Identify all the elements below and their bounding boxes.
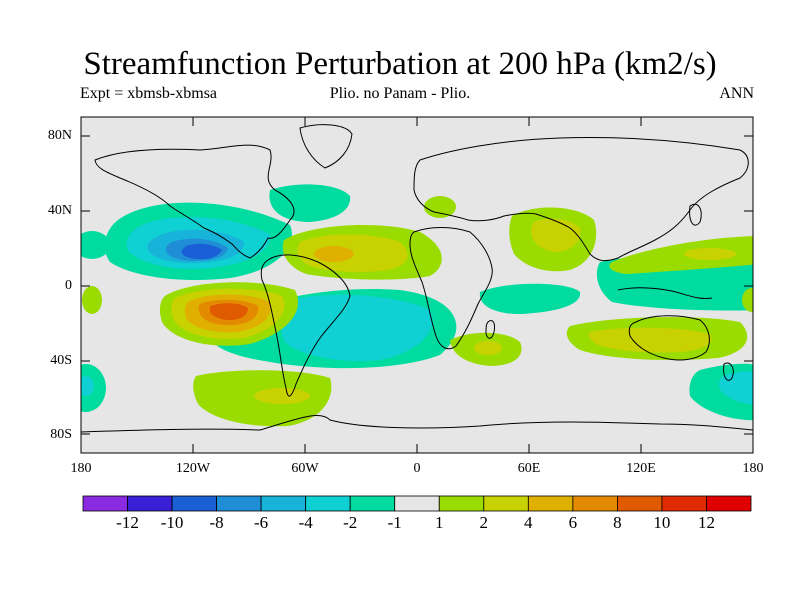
chart-title: Streamfunction Perturbation at 200 hPa (…: [83, 46, 717, 82]
colorbar-box: [706, 495, 752, 512]
colorbar-box: [483, 495, 529, 512]
contour-pos-2-sopac: [254, 388, 310, 404]
coast-north-america: [94, 144, 295, 259]
y-tick-label: 40S: [50, 353, 72, 368]
colorbar-box: [82, 495, 128, 512]
contour-neg-2-so-w: [81, 376, 94, 396]
contour-neg-2-so-e: [719, 371, 753, 405]
contour-pos-2-saf: [474, 341, 502, 355]
experiment-label: Expt = xbmsb-xbmsa: [80, 85, 218, 102]
contour-pos-1-eu: [424, 196, 456, 218]
contour-neg-1-sio: [479, 283, 581, 314]
colorbar-tick-label: 12: [698, 513, 715, 532]
colorbar-box: [349, 495, 396, 512]
colorbar-tick-label: 6: [568, 513, 578, 532]
colorbar-box: [305, 495, 351, 512]
contour-fill-layer: [81, 184, 753, 427]
contour-neg-1-wpac: [81, 231, 110, 259]
colorbar-box: [617, 495, 663, 512]
contour-pos-1-wpn: [609, 236, 753, 274]
colorbar-box: [661, 495, 707, 512]
colorbar-tick-label: -8: [209, 513, 224, 532]
colorbar-box: [438, 495, 485, 512]
y-tick-label: 80S: [50, 427, 72, 442]
x-tick-label: 0: [413, 461, 421, 476]
contour-pos-1-eedge: [742, 288, 753, 312]
case-label: Plio. no Panam - Plio.: [329, 85, 471, 102]
colorbar-tick-label: -4: [298, 513, 313, 532]
contour-pos-2-aus: [588, 327, 712, 353]
x-tick-label: 180: [742, 461, 764, 476]
coast-antarctica: [81, 414, 753, 433]
colorbar: [82, 495, 752, 512]
coastlines: [81, 124, 753, 433]
colorbar-tick-label: -12: [116, 513, 139, 532]
colorbar-box: [127, 495, 173, 512]
colorbar-box: [171, 495, 218, 512]
coast-south-america: [260, 254, 351, 397]
season-label: ANN: [719, 85, 754, 102]
axis-ticks: [81, 117, 753, 453]
colorbar-tick-label: -6: [254, 513, 269, 532]
colorbar-tick-label: 1: [435, 513, 444, 532]
coast-japan: [689, 203, 702, 226]
coast-new-zealand: [723, 362, 734, 381]
colorbar-tick-label: -1: [387, 513, 402, 532]
x-tick-label: 120W: [175, 461, 211, 476]
colorbar-tick-label: 8: [613, 513, 622, 532]
coast-eurasia: [413, 137, 749, 262]
contour-pos-1-wedge: [82, 286, 102, 314]
colorbar-box: [527, 495, 574, 512]
y-tick-label: 40N: [47, 203, 72, 218]
colorbar-tick-label: 4: [524, 513, 533, 532]
colorbar-tick-label: -10: [160, 513, 184, 532]
contour-neg-2-satl: [280, 294, 433, 362]
coast-madagascar: [485, 319, 495, 339]
x-tick-label: 60E: [517, 461, 541, 476]
coast-greenland: [299, 124, 353, 169]
contour-pos-4-atl: [314, 246, 354, 262]
colorbar-tick-label: 10: [653, 513, 671, 532]
colorbar-box: [260, 495, 307, 512]
colorbar-box: [572, 495, 618, 512]
contour-neg-8-npac: [181, 243, 222, 260]
y-tick-label: 80N: [47, 128, 72, 143]
coast-africa: [409, 227, 493, 350]
coast-australia: [628, 315, 710, 361]
contour-pos-2-wpn: [684, 248, 736, 260]
colorbar-box: [394, 495, 440, 512]
y-tick-label: 0: [65, 278, 72, 293]
contour-pos-8-epac: [210, 303, 248, 320]
x-tick-label: 60W: [291, 461, 319, 476]
x-tick-label: 180: [70, 461, 92, 476]
x-tick-label: 120E: [626, 461, 656, 476]
colorbar-tick-label: 2: [479, 513, 489, 532]
colorbar-tick-label: -2: [343, 513, 358, 532]
colorbar-box: [216, 495, 262, 512]
coast-indonesia: [617, 287, 713, 299]
contour-neg-1-natl: [269, 184, 351, 222]
